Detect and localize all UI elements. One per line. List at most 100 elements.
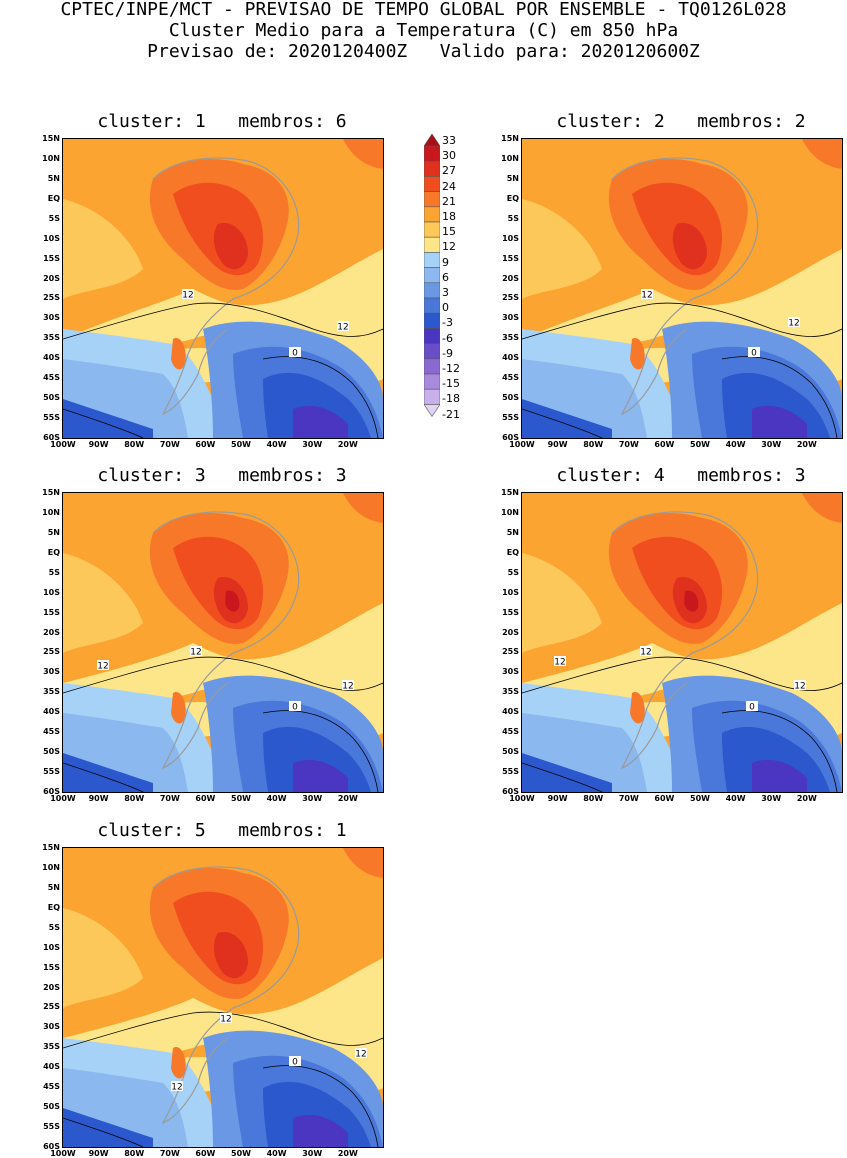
- band-15-18-west: [522, 553, 602, 653]
- contour-label: 12: [794, 680, 806, 692]
- colorbar-segment: [423, 267, 441, 284]
- lat-tick-label: 30S: [43, 1022, 60, 1032]
- lon-tick-label: 90W: [547, 440, 568, 449]
- lon-tick-label: 80W: [583, 440, 604, 449]
- colorbar-segment: [423, 145, 441, 162]
- colorbar-label: -9: [442, 346, 453, 360]
- lon-tick-label: 100W: [509, 440, 535, 449]
- lon-tick-label: 90W: [547, 794, 568, 803]
- lat-tick-label: 20S: [43, 627, 60, 637]
- contour-label: 12: [342, 680, 354, 692]
- contour-sw: [522, 762, 603, 792]
- header-line-2: Cluster Medio para a Temperatura (C) em …: [168, 20, 679, 41]
- contour-label: 0: [289, 701, 301, 713]
- lat-tick-label: 15S: [43, 962, 60, 972]
- lon-tick-label: 70W: [159, 440, 180, 449]
- contour-label-text: 12: [342, 682, 353, 692]
- band-sw-cold: [522, 753, 612, 792]
- band-27-30: [213, 932, 248, 979]
- lat-tick-label: 5S: [48, 213, 60, 223]
- header-line-1: CPTEC/INPE/MCT - PREVISAO DE TEMPO GLOBA…: [60, 0, 787, 20]
- colorbar-segment: [423, 373, 441, 390]
- lon-tick-label: 90W: [88, 1149, 109, 1158]
- colorbar-segment: [423, 252, 441, 268]
- colorbar-label: 18: [442, 210, 456, 223]
- colorbar-label: 0: [442, 301, 449, 315]
- band-15-18-west: [63, 199, 143, 299]
- lat-tick-label: 5N: [47, 527, 60, 537]
- coastline: [611, 511, 759, 770]
- contour-label-text: 12: [190, 648, 201, 658]
- lon-tick-label: 40W: [725, 440, 746, 449]
- map-svg: 12 12 12 0: [63, 848, 383, 1147]
- colorbar-label: 33: [442, 134, 456, 147]
- coastline: [152, 157, 300, 416]
- lat-tick-label: 10N: [42, 153, 60, 163]
- band-andes-warm: [171, 338, 186, 370]
- contour-label-text: 12: [794, 682, 805, 692]
- colorbar-segment: [423, 358, 441, 375]
- lat-tick-label: 35S: [502, 687, 519, 697]
- contour-label: 0: [748, 347, 760, 359]
- lat-tick-label: 60S: [43, 1142, 60, 1151]
- lon-tick-label: 20W: [337, 1149, 358, 1158]
- lon-tick-label: 30W: [302, 1149, 323, 1158]
- contour-label: 12: [220, 1013, 232, 1025]
- temperature-colorbar: [423, 133, 441, 448]
- map-svg: 12 12 12 0: [63, 493, 383, 792]
- colorbar-label: 12: [442, 240, 456, 254]
- lat-tick-label: 10N: [42, 862, 60, 872]
- lon-tick-label: 30W: [302, 794, 323, 803]
- lat-tick-label: 5S: [507, 213, 519, 223]
- colorbar-label: 9: [442, 255, 449, 269]
- lat-tick-label: 35S: [502, 333, 519, 343]
- lat-tick-label: EQ: [47, 193, 60, 203]
- lat-tick-label: 40S: [43, 353, 60, 363]
- band-27-30: [213, 223, 248, 270]
- contour-label: 0: [289, 1056, 301, 1068]
- lon-tick-label: 50W: [231, 794, 251, 803]
- lon-tick-label: 70W: [618, 794, 639, 803]
- band-15-18-west: [522, 199, 602, 299]
- lon-tick-label: 60W: [654, 794, 675, 803]
- lat-tick-label: EQ: [47, 902, 60, 912]
- band-minus9: [752, 759, 807, 792]
- lat-tick-label: 20S: [502, 627, 519, 637]
- lat-tick-label: 30S: [502, 667, 519, 677]
- contour-label-text: 0: [751, 349, 757, 359]
- header-line-3: Previsao de: 2020120400Z Valido para: 20…: [147, 41, 700, 62]
- colorbar-segment: [423, 206, 441, 223]
- panel-title: cluster: 4 membros: 3: [556, 465, 806, 486]
- lon-tick-label: 40W: [725, 794, 746, 803]
- band-minus9: [752, 405, 807, 438]
- panel-title: cluster: 1 membros: 6: [97, 111, 347, 132]
- colorbar-segment: [423, 297, 441, 314]
- lon-tick-label: 80W: [124, 1149, 145, 1158]
- lon-tick-label: 60W: [195, 440, 216, 449]
- lat-tick-label: 15S: [43, 607, 60, 617]
- lat-tick-label: 15S: [43, 253, 60, 263]
- band-15-18-west: [63, 908, 143, 1008]
- lon-tick-label: 50W: [231, 1149, 251, 1158]
- band-ne-warm: [343, 493, 383, 523]
- lat-tick-label: 40S: [502, 353, 519, 363]
- lon-tick-label: 50W: [690, 794, 710, 803]
- band-minus9: [293, 405, 348, 438]
- lat-tick-label: 20S: [43, 273, 60, 283]
- colorbar-label: 3: [442, 286, 449, 299]
- lat-tick-label: 50S: [43, 1102, 60, 1112]
- contour-label-text: 12: [640, 648, 651, 658]
- lon-tick-label: 20W: [337, 794, 358, 803]
- lat-tick-label: 10N: [501, 153, 519, 163]
- lat-tick-label: 5N: [47, 882, 60, 892]
- lat-tick-label: 15N: [42, 488, 60, 497]
- lat-tick-label: 15N: [42, 134, 60, 143]
- lon-tick-label: 80W: [124, 794, 145, 803]
- lon-tick-label: 30W: [302, 440, 323, 449]
- lat-tick-label: 60S: [502, 787, 519, 796]
- temperature-map-panel: 12 12 0: [62, 138, 384, 439]
- lat-tick-label: EQ: [506, 547, 519, 557]
- lat-tick-label: 35S: [43, 687, 60, 697]
- lat-tick-label: 15N: [501, 488, 519, 497]
- contour-12: [63, 1011, 383, 1049]
